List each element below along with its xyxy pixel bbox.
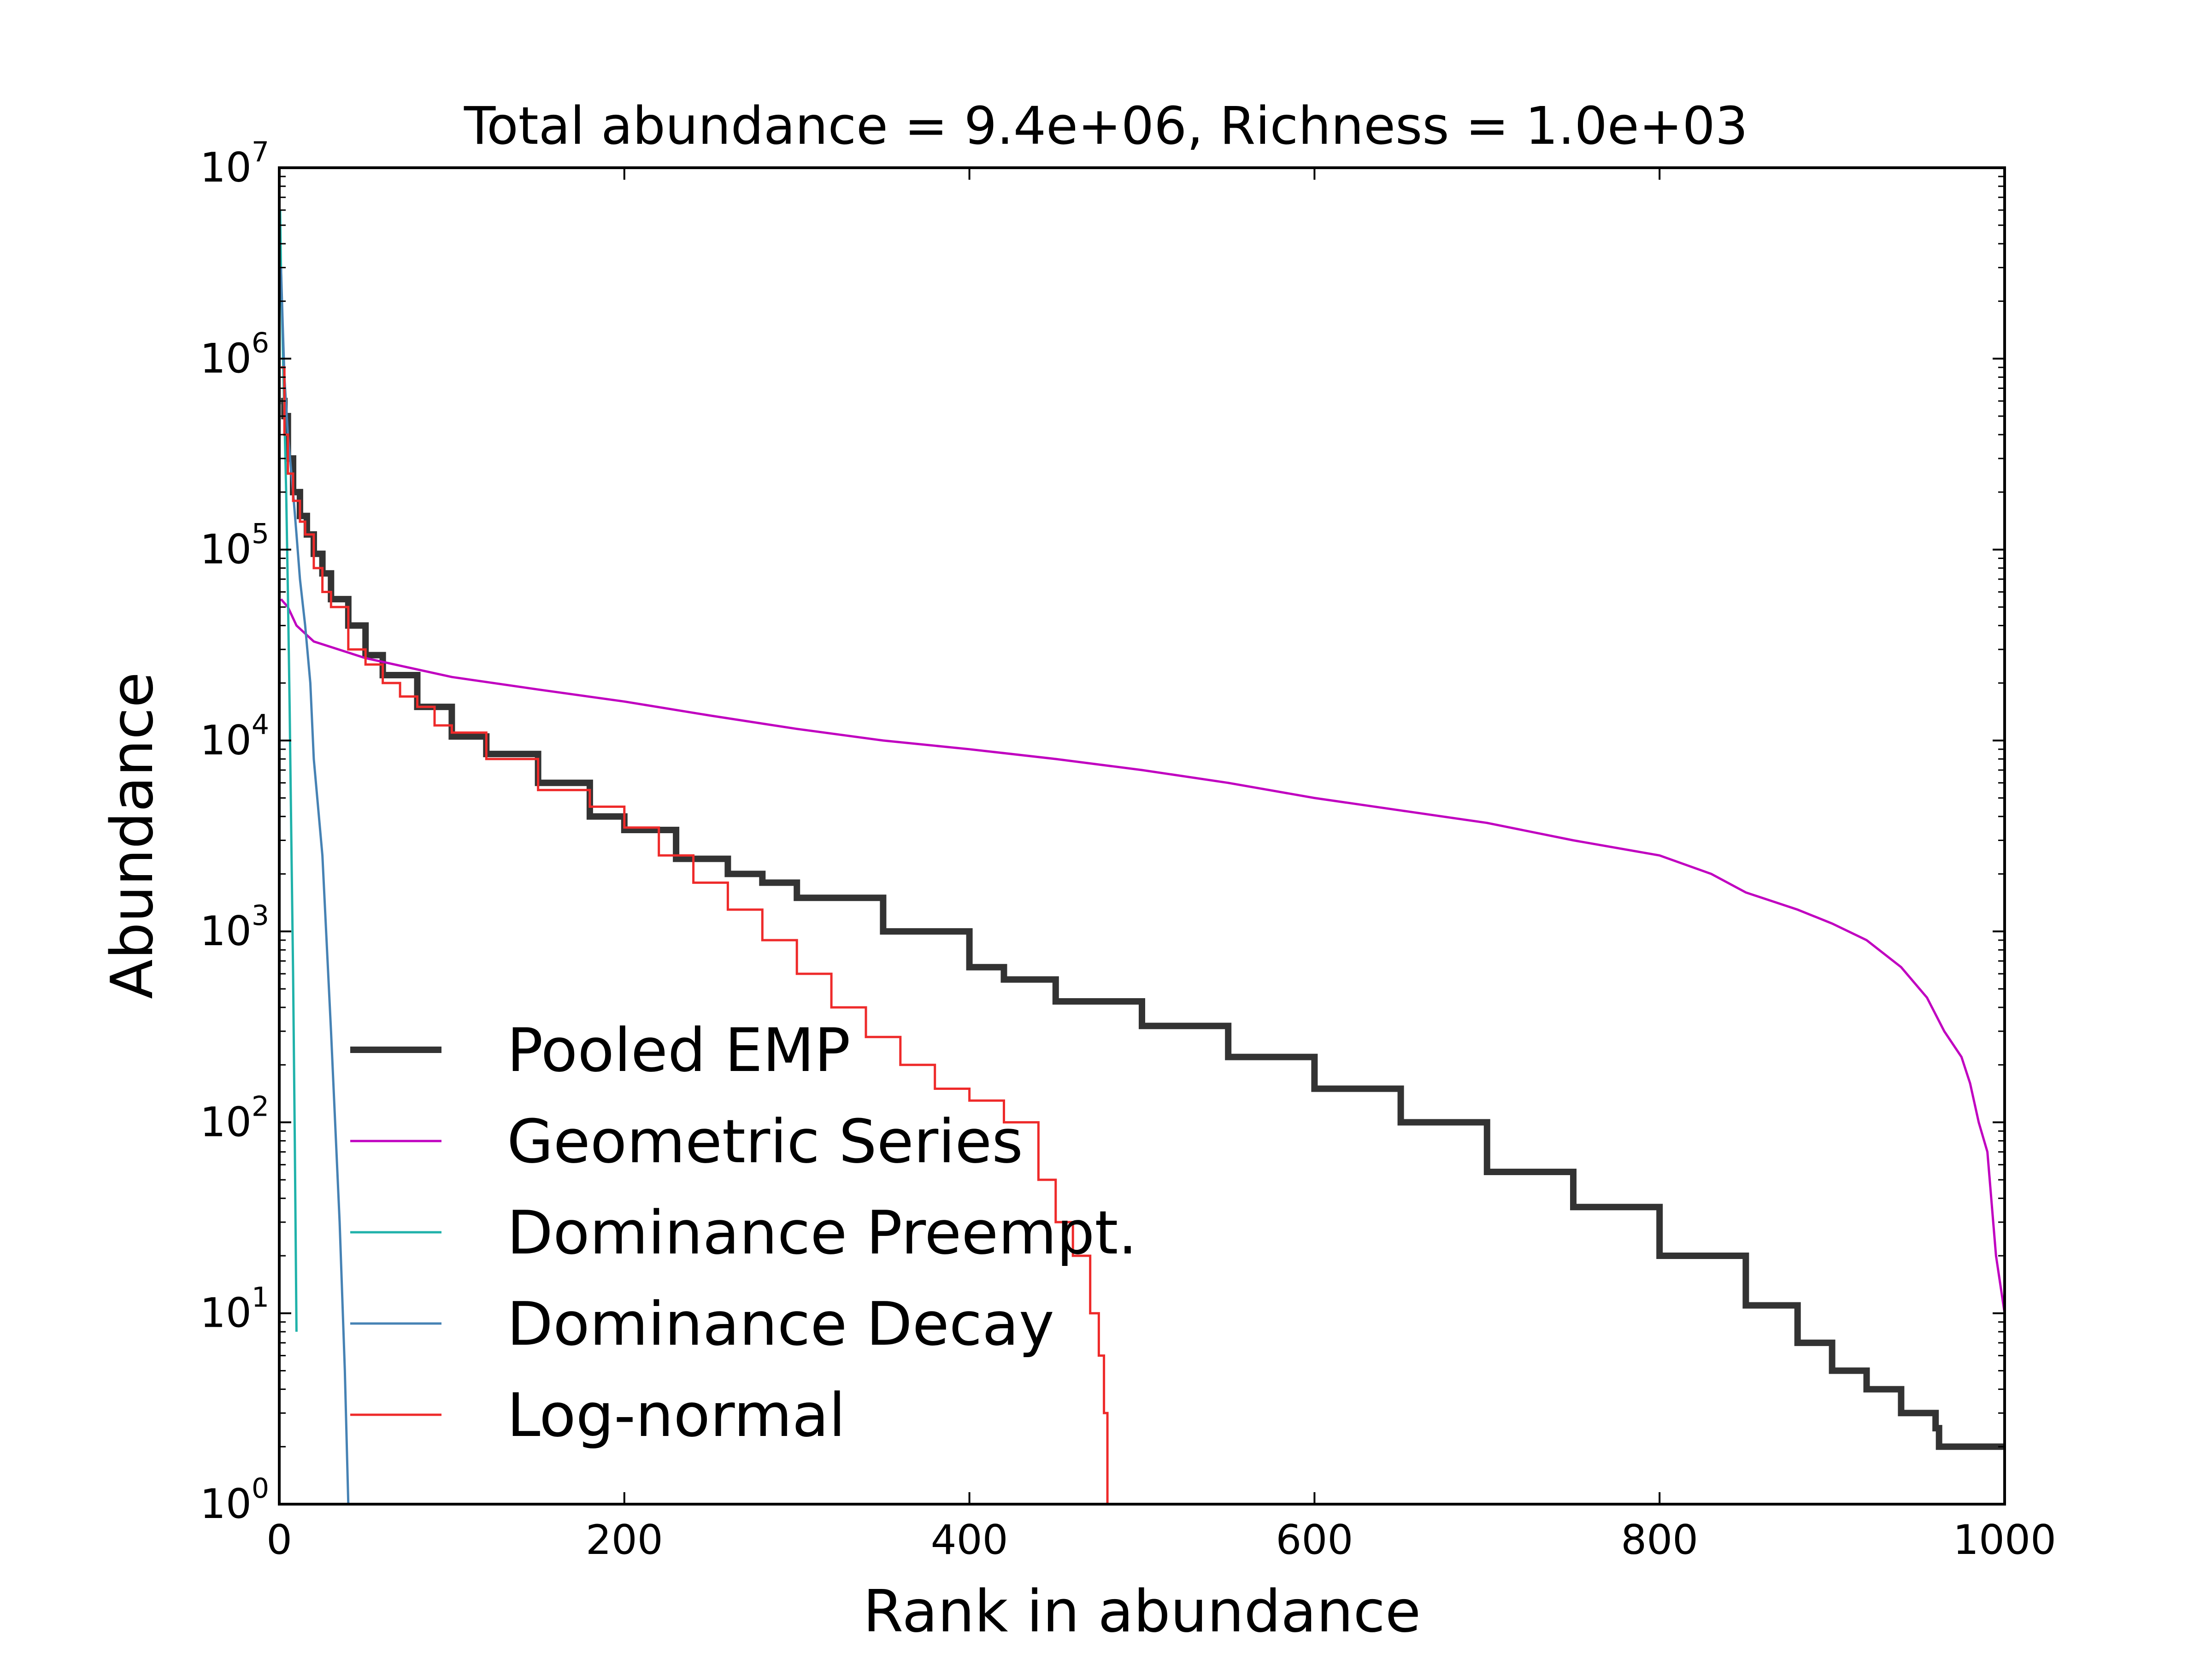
plot-frame xyxy=(278,166,2006,1506)
legend-label-pooled-emp: Pooled EMP xyxy=(507,1015,850,1085)
y-tick-label: 107 xyxy=(200,136,269,191)
legend-label-dominance-decay: Dominance Decay xyxy=(507,1289,1054,1359)
legend: Pooled EMP Geometric Series Dominance Pree… xyxy=(350,1015,1137,1450)
x-axis-label: Rank in abundance xyxy=(863,1577,1421,1645)
y-axis: 100 101 102 103 104 105 106 107 xyxy=(200,136,2005,1528)
legend-label-dominance-preempt: Dominance Preempt. xyxy=(507,1198,1137,1268)
legend-label-log-normal: Log-normal xyxy=(507,1380,846,1450)
y-axis-label: Abundance xyxy=(98,672,166,999)
series-line-log-normal xyxy=(281,366,1109,1504)
series-line-geometric-series xyxy=(280,598,2005,1314)
y-tick-label: 102 xyxy=(200,1090,269,1146)
y-tick-label: 103 xyxy=(200,900,269,955)
x-tick-label: 400 xyxy=(931,1516,1008,1564)
x-tick-label: 600 xyxy=(1276,1516,1353,1564)
x-tick-label: 800 xyxy=(1621,1516,1698,1564)
x-tick-label: 200 xyxy=(586,1516,663,1564)
y-tick-label: 100 xyxy=(200,1472,269,1528)
series-layer xyxy=(279,210,2005,1504)
chart-title: Total abundance = 9.4e+06, Richness = 1.… xyxy=(464,96,1748,156)
y-tick-label: 105 xyxy=(200,518,269,573)
y-tick-label: 104 xyxy=(200,709,269,764)
y-tick-label: 101 xyxy=(200,1282,269,1337)
x-tick-label: 1000 xyxy=(1953,1516,2056,1564)
x-axis: 0 200 400 600 800 1000 xyxy=(266,168,2056,1564)
x-tick-label: 0 xyxy=(266,1516,292,1564)
series-line-pooled-emp xyxy=(281,398,2005,1450)
legend-label-geometric-series: Geometric Series xyxy=(507,1106,1023,1177)
y-tick-label: 106 xyxy=(200,327,269,382)
